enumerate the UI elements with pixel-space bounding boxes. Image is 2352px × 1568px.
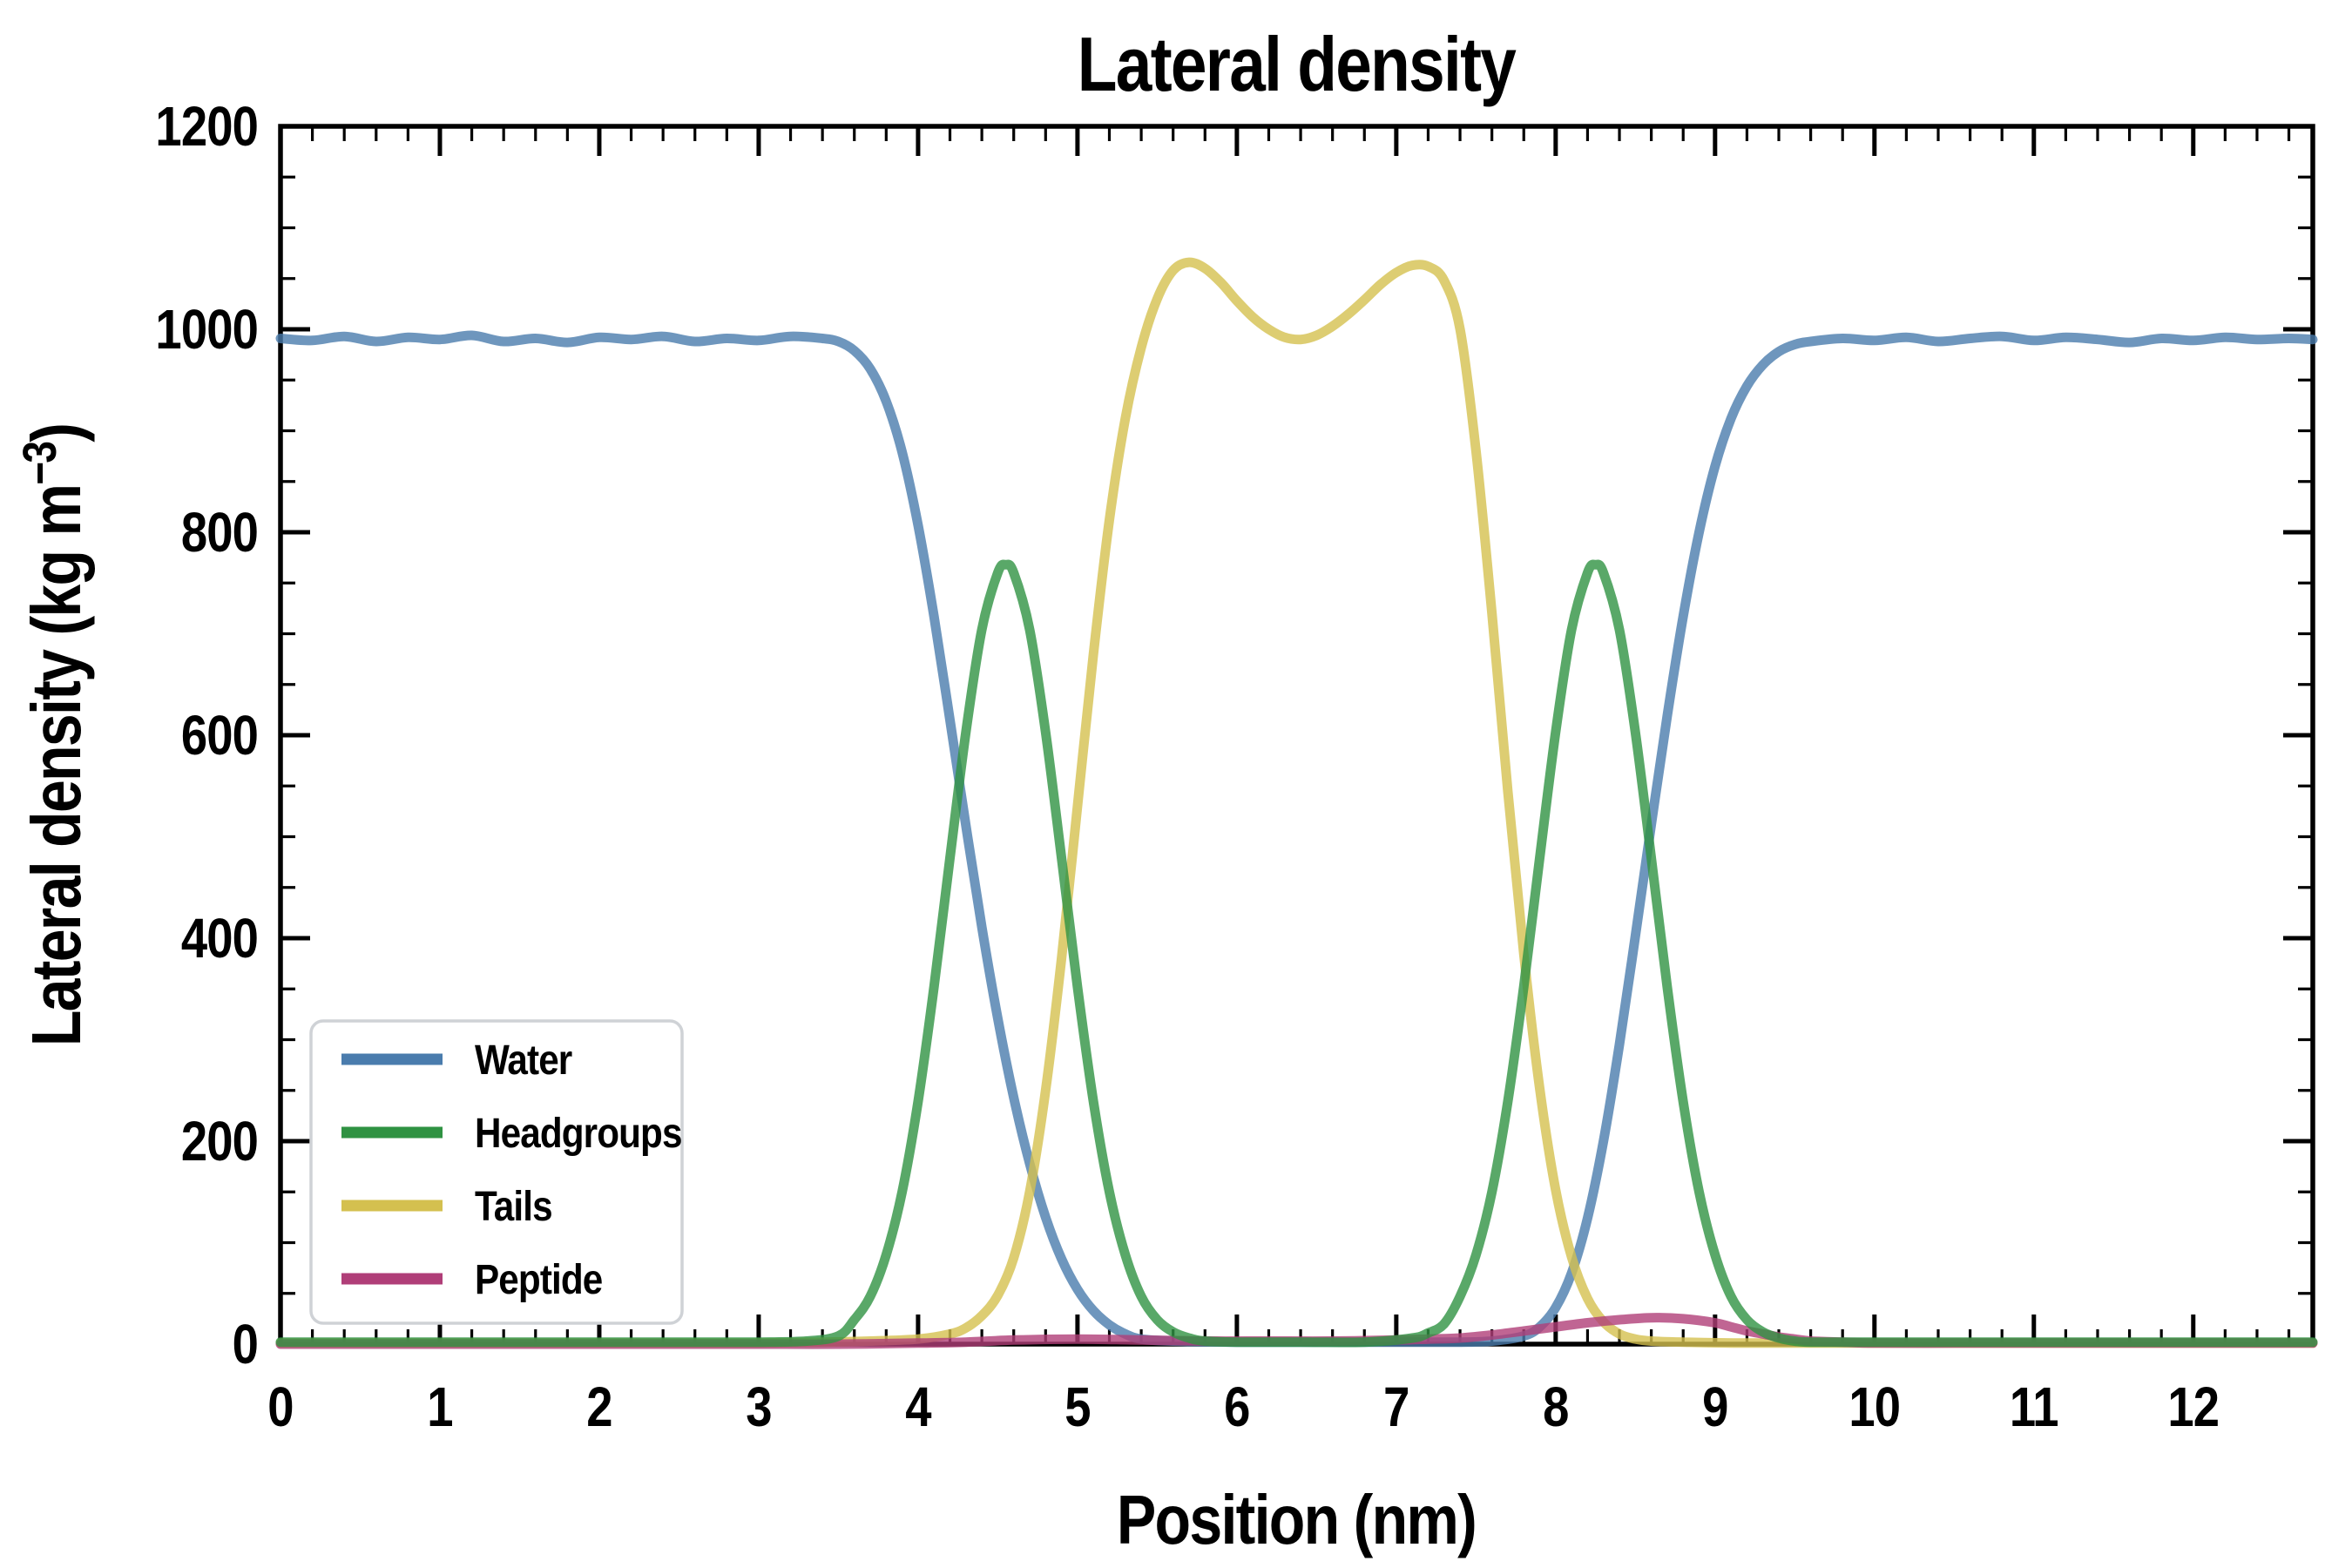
- x-tick-label-11: 11: [2010, 1375, 2058, 1438]
- legend-label-water: Water: [475, 1036, 572, 1083]
- legend-entry-tails: Tails: [341, 1182, 553, 1230]
- x-tick-label-7: 7: [1383, 1375, 1409, 1438]
- y-tick-label-1000: 1000: [155, 298, 258, 361]
- x-tick-label-0: 0: [267, 1375, 293, 1438]
- legend-entry-peptide: Peptide: [341, 1255, 603, 1303]
- x-tick-label-1: 1: [427, 1375, 452, 1438]
- legend-entry-water: Water: [341, 1036, 573, 1084]
- y-tick-label-600: 600: [181, 704, 258, 767]
- y-tick-label-0: 0: [233, 1313, 258, 1375]
- y-tick-label-1200: 1200: [155, 95, 258, 158]
- x-tick-label-4: 4: [905, 1375, 931, 1438]
- x-axis-label: Position (nm): [1117, 1481, 1476, 1558]
- y-axis-label: Lateral density (kg m−3): [14, 424, 96, 1046]
- legend-label-headgroups: Headgroups: [475, 1109, 682, 1156]
- legend-box: [309, 1019, 684, 1325]
- x-tick-label-10: 10: [1848, 1375, 1900, 1438]
- y-tick-label-400: 400: [181, 907, 258, 970]
- x-tick-label-6: 6: [1224, 1375, 1249, 1438]
- x-tick-label-12: 12: [2167, 1375, 2219, 1438]
- legend-label-tails: Tails: [475, 1182, 552, 1229]
- series-headgroups-line: [275, 559, 2318, 1348]
- legend: Water Headgroups Tails Peptide: [309, 1019, 684, 1325]
- x-tick-label-5: 5: [1064, 1375, 1090, 1438]
- x-tick-label-3: 3: [746, 1375, 771, 1438]
- series-tails-line: [275, 257, 2318, 1348]
- x-tick-label-8: 8: [1543, 1375, 1568, 1438]
- y-tick-label-800: 800: [181, 501, 258, 564]
- axis-titles: Lateral density Position (nm) Lateral de…: [14, 22, 1518, 1558]
- y-tick-label-200: 200: [181, 1110, 258, 1173]
- legend-entry-headgroups: Headgroups: [341, 1109, 682, 1157]
- x-tick-label-2: 2: [586, 1375, 612, 1438]
- x-tick-label-9: 9: [1702, 1375, 1727, 1438]
- chart-title: Lateral density: [1078, 22, 1517, 107]
- legend-label-peptide: Peptide: [475, 1255, 602, 1302]
- curves: [275, 257, 2318, 1349]
